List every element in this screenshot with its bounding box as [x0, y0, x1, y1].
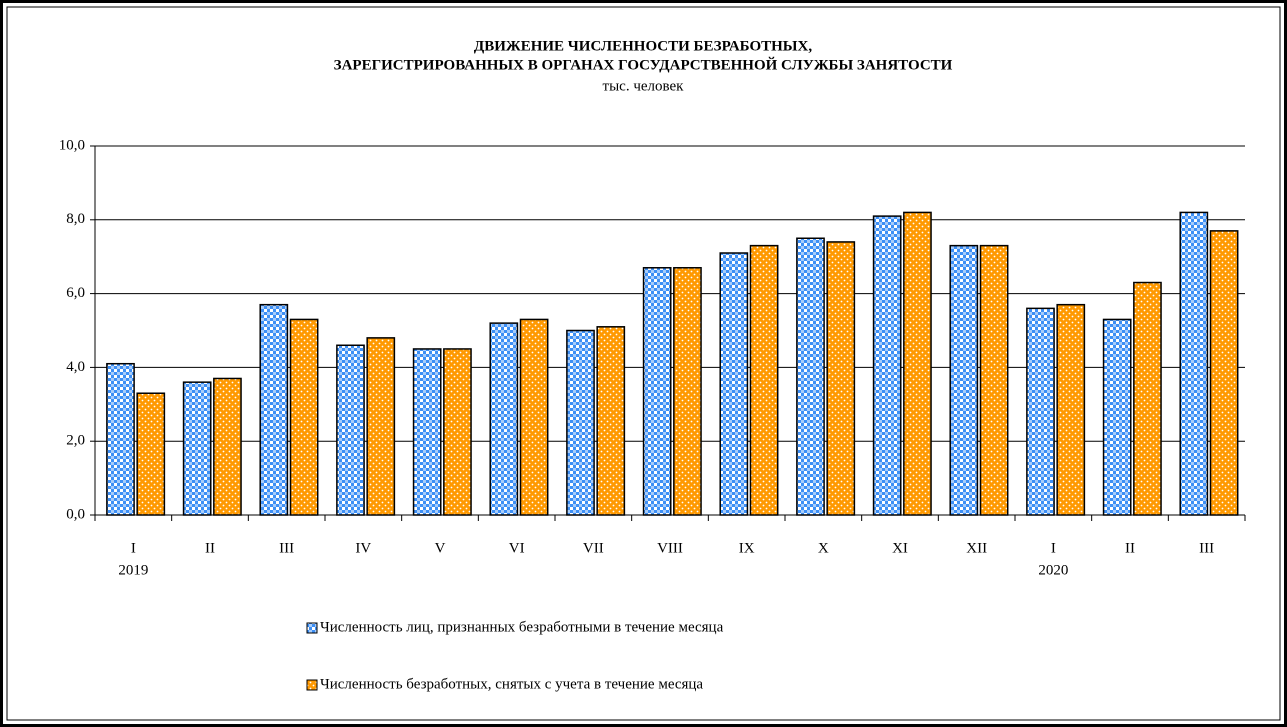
bar: [1133, 281, 1162, 516]
chart-subtitle: тыс. человек: [603, 78, 685, 94]
bar: [642, 267, 672, 516]
x-tick-label: X: [818, 540, 829, 556]
bar: [673, 267, 702, 516]
bar: [566, 329, 595, 516]
y-tick-label: 2,0: [66, 433, 85, 449]
bar: [336, 344, 365, 516]
x-tick-label: I: [1051, 540, 1056, 556]
bar: [182, 381, 212, 516]
bar: [412, 348, 442, 516]
bar: [796, 237, 825, 516]
bar: [519, 318, 549, 516]
bar: [749, 244, 779, 516]
bar: [903, 211, 932, 516]
x-year-label: 2020: [1038, 562, 1068, 578]
legend-label: Численность безработных, снятых с учета …: [320, 676, 703, 692]
x-year-label: 2019: [118, 562, 148, 578]
bar: [366, 337, 396, 516]
frame-inner: [6, 6, 1281, 721]
x-tick-label: II: [205, 540, 215, 556]
bar: [872, 215, 902, 516]
y-tick-label: 10,0: [59, 137, 85, 153]
x-tick-label: VI: [509, 540, 525, 556]
chart-title: ДВИЖЕНИЕ ЧИСЛЕННОСТИ БЕЗРАБОТНЫХ,: [474, 38, 812, 54]
x-tick-label: I: [131, 540, 136, 556]
x-tick-label: III: [279, 540, 294, 556]
y-tick-label: 6,0: [66, 285, 85, 301]
x-tick-label: II: [1125, 540, 1135, 556]
x-tick-label: XI: [892, 540, 908, 556]
legend-swatch: [306, 679, 318, 691]
bar: [719, 252, 749, 516]
bar: [979, 244, 1009, 516]
y-tick-label: 4,0: [66, 359, 85, 375]
bar: [1102, 318, 1132, 516]
legend-label: Численность лиц, признанных безработными…: [320, 619, 724, 635]
x-tick-label: IV: [355, 540, 371, 556]
x-tick-label: IX: [739, 540, 755, 556]
x-tick-label: VIII: [657, 540, 683, 556]
bar: [259, 303, 289, 516]
x-tick-label: VII: [583, 540, 604, 556]
x-tick-label: XII: [966, 540, 987, 556]
bar: [1056, 303, 1086, 516]
bar: [213, 377, 242, 516]
bar: [1179, 211, 1209, 516]
chart-title: ЗАРЕГИСТРИРОВАННЫХ В ОРГАНАХ ГОСУДАРСТВЕ…: [334, 56, 953, 73]
bar: [949, 244, 979, 516]
bar: [489, 322, 519, 516]
legend-swatch: [306, 622, 318, 634]
x-tick-label: III: [1199, 540, 1214, 556]
bar: [136, 392, 166, 516]
y-tick-label: 0,0: [66, 506, 85, 522]
x-tick-label: V: [435, 540, 446, 556]
bar: [826, 241, 856, 516]
bar: [1209, 230, 1239, 516]
bar: [106, 362, 135, 516]
bar: [1026, 307, 1055, 516]
bar: [443, 348, 472, 516]
y-tick-label: 8,0: [66, 211, 85, 227]
bar: [596, 326, 626, 516]
bar: [289, 318, 319, 516]
